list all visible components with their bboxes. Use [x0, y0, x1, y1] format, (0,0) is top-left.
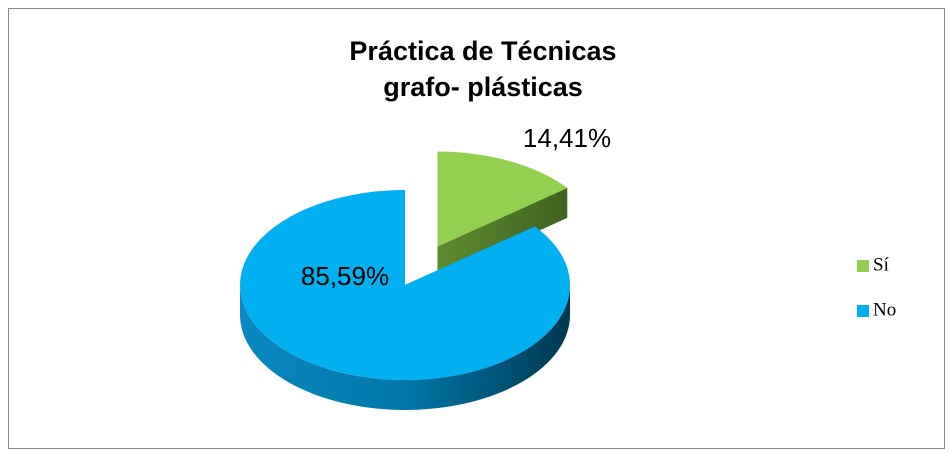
data-label: 14,41%: [523, 123, 611, 153]
slice-side: [437, 187, 568, 277]
slice: [437, 151, 568, 247]
data-label: 85,59%: [301, 261, 389, 291]
slice-side: [240, 285, 570, 410]
legend-swatch: [857, 260, 869, 272]
legend-label: Sí: [873, 254, 890, 275]
legend-label: No: [873, 299, 896, 320]
chart-title: Práctica de Técnicas: [349, 36, 616, 66]
chart-title: grafo- plásticas: [383, 72, 583, 102]
legend-swatch: [857, 305, 869, 317]
slice: [240, 190, 571, 380]
